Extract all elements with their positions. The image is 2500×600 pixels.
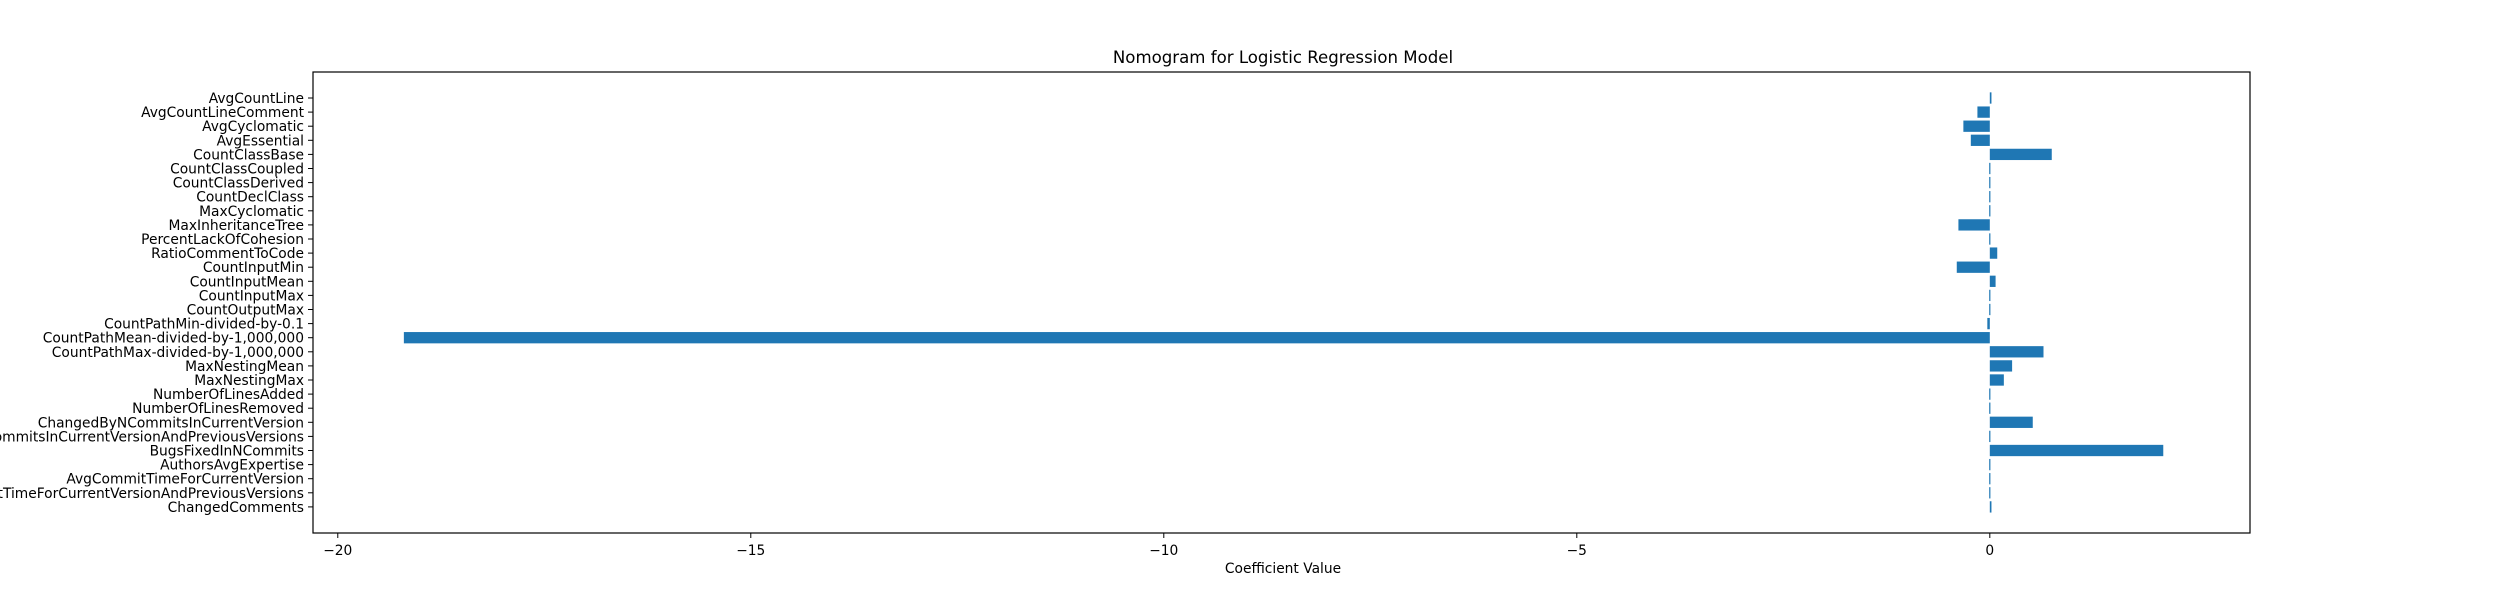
bar xyxy=(1989,360,2013,372)
y-tick-label: AvgCountLine xyxy=(209,91,304,107)
bars-group xyxy=(403,92,2164,513)
y-tick-label: CountClassCoupled xyxy=(170,162,304,178)
y-tick-label: AvgCommitTimeForCurrentVersion xyxy=(66,472,304,488)
y-tick-label: BugsFixedInNCommits xyxy=(150,444,304,460)
y-tick-label: MaxNestingMean xyxy=(185,359,304,375)
y-tick-label: CountClassDerived xyxy=(173,176,304,192)
bar xyxy=(1989,430,1991,443)
bar xyxy=(1989,458,1991,471)
bar xyxy=(1989,303,1991,316)
y-tick-label: CountOutputMax xyxy=(187,303,304,319)
y-tick-label: CountPathMean-divided-by-1,000,000 xyxy=(43,331,304,347)
plot-frame xyxy=(312,71,2251,534)
bar xyxy=(1989,191,1991,203)
y-tick-label: AvgCommitTimeForCurrentVersionAndPreviou… xyxy=(0,486,304,502)
bar xyxy=(1989,501,1992,513)
bar xyxy=(1989,205,1991,217)
bar xyxy=(1989,473,1991,485)
bar xyxy=(1989,162,1991,175)
y-tick-label: PercentLackOfCohesion xyxy=(141,232,304,248)
y-tick-label: MaxNestingMax xyxy=(194,373,304,389)
x-tick-label: −20 xyxy=(323,543,352,559)
x-tick-label: 0 xyxy=(1985,543,1994,559)
x-tick-label: −5 xyxy=(1567,543,1587,559)
bar xyxy=(1989,388,1991,400)
y-tick-label: CountInputMin xyxy=(203,260,304,276)
bar xyxy=(1989,374,2004,386)
x-axis-label: Coefficient Value xyxy=(1225,561,1341,577)
bar xyxy=(1989,444,2164,457)
bar xyxy=(1987,317,1990,330)
y-tick-label: AvgCountLineComment xyxy=(141,105,304,121)
y-tick-label: CountPathMax-divided-by-1,000,000 xyxy=(52,345,304,361)
y-tick-label: ChangedByNCommitsInCurrentVersion xyxy=(38,415,304,431)
y-tick-label: AvgEssential xyxy=(217,133,304,149)
y-tick-label: AuthorsAvgExpertise xyxy=(160,458,304,474)
y-tick-label: CountDeclClass xyxy=(196,190,304,206)
bar xyxy=(1989,416,2033,428)
x-axis: −20 −15 −10 −5 0 xyxy=(323,533,1994,559)
y-axis: AvgCountLineAvgCountLineCommentAvgCyclom… xyxy=(0,91,313,516)
x-tick-label: −15 xyxy=(736,543,765,559)
x-tick-label: −10 xyxy=(1149,543,1178,559)
y-tick-label: CountInputMax xyxy=(199,288,304,304)
y-tick-label: RatioCommentToCode xyxy=(151,246,304,262)
y-tick-label: MaxCyclomatic xyxy=(199,204,304,220)
y-tick-label: NumberOfLinesAdded xyxy=(153,387,304,403)
bar xyxy=(1989,289,1991,302)
y-tick-label: MaxInheritanceTree xyxy=(168,218,304,234)
bar xyxy=(1956,261,1990,273)
bar xyxy=(1958,219,1990,231)
y-tick-label: ChangedComments xyxy=(168,500,304,516)
bar xyxy=(1970,134,1990,146)
bar xyxy=(403,332,1990,344)
bar xyxy=(1989,176,1991,189)
y-tick-label: CountClassBase xyxy=(193,147,304,163)
bar xyxy=(1977,106,1990,118)
chart-title: Nomogram for Logistic Regression Model xyxy=(1113,48,1453,67)
bar xyxy=(1989,402,1991,414)
bar xyxy=(1989,233,1991,245)
bar xyxy=(1989,346,2044,358)
bar xyxy=(1989,148,2052,161)
bar xyxy=(1989,92,1992,104)
y-tick-label: AvgCyclomatic xyxy=(202,119,304,135)
bar xyxy=(1963,120,1990,132)
y-tick-label: ChangedByNCommitsInCurrentVersionAndPrev… xyxy=(0,429,304,445)
bar xyxy=(1989,487,1991,499)
y-tick-label: NumberOfLinesRemoved xyxy=(132,401,304,417)
bar xyxy=(1989,247,1998,259)
bar xyxy=(1989,275,1996,287)
y-tick-label: CountInputMean xyxy=(190,274,304,290)
y-tick-label: CountPathMin-divided-by-0.1 xyxy=(104,317,304,333)
